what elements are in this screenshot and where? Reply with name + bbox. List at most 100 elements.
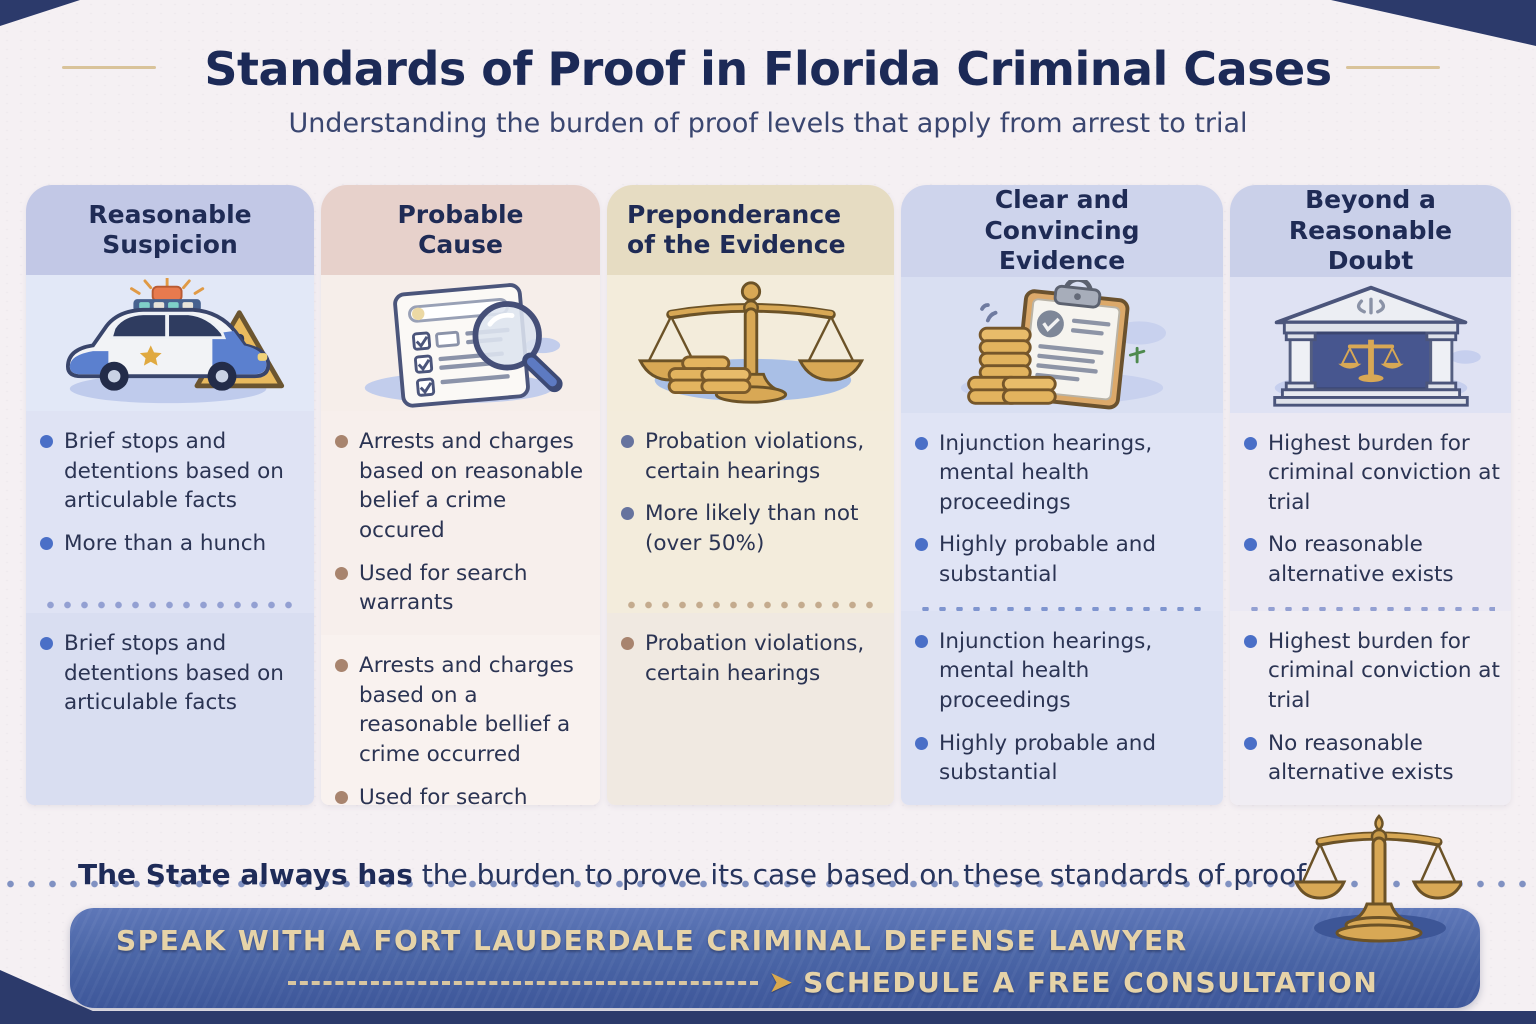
bullet-text: More than a hunch	[64, 530, 267, 556]
bullet-item: Brief stops and detentions based on arti…	[40, 629, 304, 718]
page-title: Standards of Proof in Florida Criminal C…	[204, 42, 1332, 96]
bullet-list-top: Probation violations, certain hearings M…	[607, 411, 894, 597]
column-clear-convincing: Clear and Convincing Evidence	[901, 185, 1223, 805]
dotted-separator	[1230, 606, 1511, 611]
document-magnifier-icon	[321, 275, 600, 411]
clipboard-coins-icon	[901, 276, 1223, 413]
bullet-text: No reasonable alternative exists	[1268, 730, 1454, 786]
bullet-item: More than a hunch	[40, 529, 304, 559]
scales-coins-icon	[607, 275, 894, 411]
bullet-dot	[40, 536, 53, 550]
bullet-dot	[1244, 736, 1257, 750]
bullet-list-top: Injunction hearings, mental health proce…	[901, 412, 1223, 607]
bullet-text: More likely than not (over 50%)	[645, 501, 859, 556]
column-title: Preponderance of the Evidence	[607, 185, 894, 275]
bullet-text: Brief stops and detentions based on arti…	[64, 429, 284, 514]
bullet-item: Used for search warrants	[335, 783, 590, 805]
arrow-icon: ➤	[768, 964, 794, 1000]
bullet-list-bottom: Probation violations, certain hearings	[607, 613, 894, 805]
bullet-dot	[335, 566, 348, 580]
burden-statement: The State always has the burden to prove…	[78, 858, 1306, 891]
column-title-text: Probable Cause	[397, 199, 524, 260]
bullet-item: Highest burden for criminal conviction a…	[1244, 627, 1501, 716]
bottom-accent-bar	[0, 1011, 1536, 1024]
bullet-text: Arrests and charges based on a reasonabl…	[359, 652, 574, 767]
bullet-text: Brief stops and detentions based on arti…	[64, 631, 284, 716]
bullet-text: Used for search warrants	[359, 784, 528, 805]
courthouse-icon	[1230, 276, 1511, 413]
bullet-dot	[40, 637, 53, 650]
bullet-list-bottom: Arrests and charges based on a reasonabl…	[321, 634, 600, 805]
police-car-icon	[26, 275, 314, 411]
cta-banner[interactable]: SPEAK WITH A FORT LAUDERDALE CRIMINAL DE…	[70, 908, 1480, 1008]
bullet-list-top: Brief stops and detentions based on arti…	[26, 411, 314, 597]
bullet-text: Highest burden for criminal conviction a…	[1268, 628, 1500, 714]
bullet-text: Probation violations, certain hearings	[645, 429, 865, 484]
column-reasonable-suspicion: Reasonable Suspicion	[26, 185, 314, 805]
bullet-dot	[335, 658, 348, 672]
bullet-list-bottom: Brief stops and detentions based on arti…	[26, 613, 314, 805]
title-dash-left	[62, 66, 156, 69]
bullet-list-top: Highest burden for criminal conviction a…	[1230, 412, 1511, 607]
dotted-separator	[607, 597, 894, 613]
bullet-item: Arrests and charges based on reasonable …	[335, 427, 590, 546]
bullet-item: Injunction hearings, mental health proce…	[915, 429, 1213, 518]
cta-banner-headline: SPEAK WITH A FORT LAUDERDALE CRIMINAL DE…	[116, 924, 1188, 957]
bullet-dot	[915, 436, 928, 450]
column-title-text: Reasonable Suspicion	[88, 199, 252, 260]
bullet-dot	[1244, 634, 1257, 648]
dotted-divider	[0, 878, 1536, 890]
bullet-text: Probation violations, certain hearings	[645, 631, 865, 686]
bullet-item: No reasonable alternative exists	[1244, 729, 1501, 788]
burden-statement-rest: the burden to prove its case based on th…	[412, 858, 1307, 891]
corner-accent-top-left	[0, 0, 80, 26]
bullet-text: Used for search warrants	[359, 560, 528, 616]
bullet-dot	[621, 507, 634, 521]
bullet-text: No reasonable alternative exists	[1268, 532, 1454, 588]
column-probable-cause: Probable Cause	[321, 185, 600, 805]
bullet-dot	[335, 790, 348, 804]
bullet-text: Injunction hearings, mental health proce…	[939, 430, 1153, 515]
bullet-item: Used for search warrants	[335, 559, 590, 618]
bullet-dot	[915, 634, 928, 648]
bullet-dot	[621, 637, 634, 650]
bullet-dot	[40, 435, 53, 448]
bullet-dot	[1244, 538, 1257, 552]
column-title-text: Preponderance of the Evidence	[627, 199, 846, 260]
column-title: Clear and Convincing Evidence	[901, 185, 1223, 277]
cta-schedule-link[interactable]: SCHEDULE A FREE CONSULTATION	[803, 966, 1379, 999]
column-title: Reasonable Suspicion	[26, 185, 314, 275]
bullet-dot	[915, 538, 928, 552]
bullet-dot	[1244, 436, 1257, 450]
column-preponderance: Preponderance of the Evidence	[607, 185, 894, 805]
column-title: Beyond a Reasonable Doubt	[1230, 185, 1511, 277]
bullet-list-top: Arrests and charges based on reasonable …	[321, 411, 600, 635]
bullet-dot	[335, 435, 348, 448]
bullet-item: Brief stops and detentions based on arti…	[40, 427, 304, 516]
scales-of-justice-icon	[1292, 812, 1462, 952]
bullet-dot	[915, 736, 928, 750]
bullet-list-bottom: Injunction hearings, mental health proce…	[901, 610, 1223, 805]
bullet-text: Arrests and charges based on reasonable …	[359, 429, 584, 543]
burden-statement-bold: The State always has	[78, 858, 413, 891]
bullet-text: Injunction hearings, mental health proce…	[939, 628, 1153, 714]
bullet-item: Highly probable and substantial	[915, 530, 1213, 589]
bullet-list-bottom: Highest burden for criminal conviction a…	[1230, 610, 1511, 805]
bullet-item: Probation violations, certain hearings	[621, 629, 884, 688]
cta-dashed-line	[288, 980, 758, 985]
bullet-text: Highly probable and substantial	[939, 730, 1157, 786]
column-title: Probable Cause	[321, 185, 600, 275]
bullet-item: Arrests and charges based on a reasonabl…	[335, 651, 590, 770]
corner-accent-top-right	[1331, 0, 1536, 46]
column-title-text: Beyond a Reasonable Doubt	[1288, 185, 1453, 275]
bullet-text: Highest burden for criminal conviction a…	[1268, 430, 1500, 515]
bullet-item: Probation violations, certain hearings	[621, 427, 884, 486]
bullet-item: Highest burden for criminal conviction a…	[1244, 429, 1501, 518]
column-title-text: Clear and Convincing Evidence	[984, 185, 1140, 275]
standards-columns: Reasonable Suspicion	[26, 185, 1511, 805]
bullet-item: Highly probable and substantial	[915, 729, 1213, 788]
bullet-dot	[621, 435, 634, 448]
bullet-item: No reasonable alternative exists	[1244, 530, 1501, 589]
dotted-separator	[26, 597, 314, 613]
